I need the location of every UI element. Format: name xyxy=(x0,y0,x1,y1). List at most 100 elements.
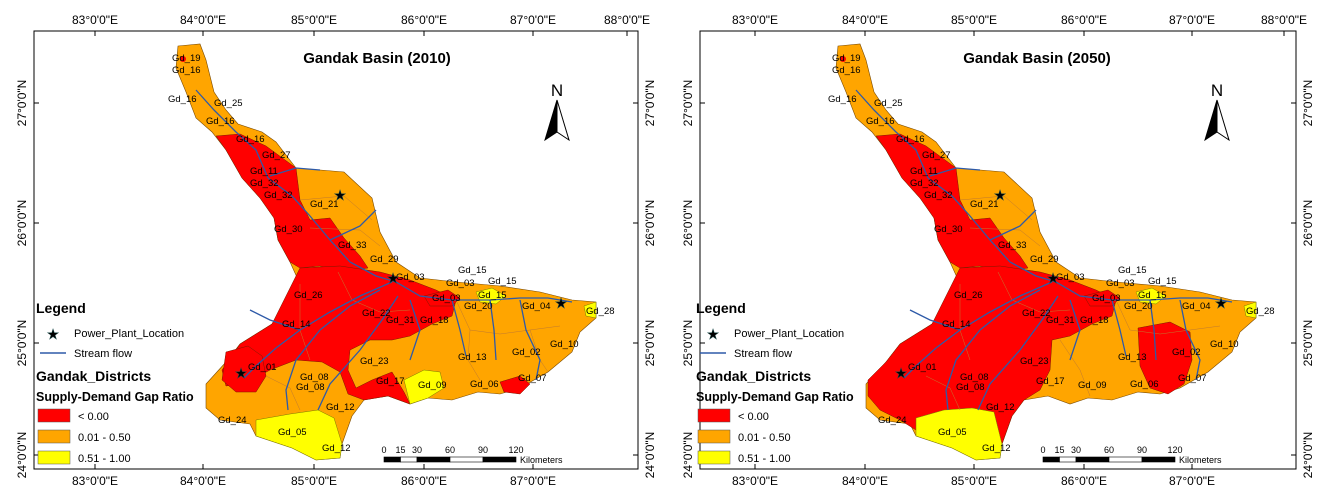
district-label: Gd_09 xyxy=(418,380,447,391)
left-tick-label: 26°0'0"N xyxy=(15,200,29,247)
district-boundaries xyxy=(925,195,1221,411)
scale-tick-label: 120 xyxy=(1167,445,1182,455)
district-label: Gd_12 xyxy=(322,443,351,454)
scale-tick-label: 60 xyxy=(445,445,455,455)
power-plants: ★ ★ ★ ★ xyxy=(894,187,1227,382)
legend-class-swatch xyxy=(37,429,71,444)
bottom-tick-label: 83°0'0"E xyxy=(72,474,118,488)
bottom-tick-label: 85°0'0"E xyxy=(951,474,997,488)
district-label: Gd_27 xyxy=(922,150,951,161)
district-label: Gd_22 xyxy=(1022,308,1051,319)
left-tick-label: 26°0'0"N xyxy=(681,200,695,247)
district-label: Gd_15 xyxy=(478,290,507,301)
power-plant-icon: ★ xyxy=(555,295,568,311)
district-label: Gd_15 xyxy=(1118,265,1147,276)
top-tick-label: 85°0'0"E xyxy=(951,13,997,27)
district-label: Gd_32 xyxy=(264,190,293,201)
right-tick-label: 24°0'0"N xyxy=(643,432,657,479)
svg-text:N: N xyxy=(1211,81,1223,100)
district-label: Gd_01 xyxy=(908,362,937,373)
district-label: Gd_21 xyxy=(970,199,999,210)
district-label: Gd_15 xyxy=(1148,276,1177,287)
district-label: Gd_32 xyxy=(250,178,279,189)
district-label: Gd_24 xyxy=(218,415,247,426)
left-tick-label: 27°0'0"N xyxy=(681,80,695,127)
region-north-tip xyxy=(840,56,846,62)
legend-ratio-title: Supply-Demand Gap Ratio xyxy=(36,390,194,404)
right-tick-label: 25°0'0"N xyxy=(643,320,657,367)
power-plant-icon: ★ xyxy=(994,187,1007,203)
legend-class-label: 0.51 - 1.00 xyxy=(738,453,791,465)
region-east-deficit xyxy=(423,289,531,395)
right-tick-label: 27°0'0"N xyxy=(1301,80,1315,127)
top-tick-label: 83°0'0"E xyxy=(732,13,778,27)
right-tick-label: 26°0'0"N xyxy=(643,200,657,247)
scale-tick-label: 30 xyxy=(1071,445,1081,455)
north-arrow: N xyxy=(544,81,570,142)
right-tick-label: 26°0'0"N xyxy=(1301,200,1315,247)
map-legend: Legend ★ Power_Plant_Location Stream flow Ga… xyxy=(696,300,854,465)
district-label: Gd_15 xyxy=(458,265,487,276)
legend-class-label: 0.01 - 0.50 xyxy=(738,432,791,444)
district-label: Gd_19 xyxy=(832,53,861,64)
legend-districts-title: Gandak_Districts xyxy=(36,368,151,384)
scale-segment xyxy=(1042,456,1060,463)
power-plant-icon: ★ xyxy=(1047,270,1060,286)
top-tick-label: 86°0'0"E xyxy=(1061,13,1107,27)
district-label: Gd_28 xyxy=(1246,306,1275,317)
district-label: Gd_26 xyxy=(954,290,983,301)
legend-class-swatch xyxy=(697,429,731,444)
legend-class-swatch xyxy=(37,450,71,465)
scale-tick-label: 90 xyxy=(1137,445,1147,455)
legend-class-label: 0.01 - 0.50 xyxy=(78,432,131,444)
bottom-tick-label: 84°0'0"E xyxy=(842,474,888,488)
district-label: Gd_31 xyxy=(1046,315,1075,326)
scale-tick-label: 0 xyxy=(381,445,386,455)
district-label: Gd_16 xyxy=(168,94,197,105)
map-title: Gandak Basin (2050) xyxy=(963,50,1111,67)
district-label: Gd_33 xyxy=(338,240,367,251)
district-label: Gd_16 xyxy=(828,94,857,105)
bottom-tick-label: 87°0'0"E xyxy=(1169,474,1215,488)
graticule-ticks: 83°0'0"E 84°0'0"E 85°0'0"E 86°0'0"E 87°0'0"E… xyxy=(15,13,657,488)
legend-districts-title: Gandak_Districts xyxy=(696,368,811,384)
left-tick-label: 24°0'0"N xyxy=(681,432,695,479)
scale-tick-label: 30 xyxy=(412,445,422,455)
region-south-surplus xyxy=(915,407,1003,461)
district-label: Gd_07 xyxy=(518,373,547,384)
region-east-deficit xyxy=(1083,289,1193,395)
left-tick-label: 27°0'0"N xyxy=(15,80,29,127)
left-tick-label: 25°0'0"N xyxy=(681,320,695,367)
power-plant-legend-icon: ★ xyxy=(47,326,60,342)
district-label: Gd_04 xyxy=(1182,301,1211,312)
scale-tick-label: 60 xyxy=(1104,445,1114,455)
district-label: Gd_17 xyxy=(1036,376,1065,387)
scale-segment xyxy=(1059,456,1077,463)
bottom-tick-label: 84°0'0"E xyxy=(180,474,226,488)
top-tick-label: 88°0'0"E xyxy=(604,13,650,27)
scale-segment xyxy=(449,456,484,463)
scale-unit-label: Kilometers xyxy=(1179,455,1222,465)
district-label: Gd_20 xyxy=(464,301,493,312)
district-label: Gd_17 xyxy=(376,376,405,387)
district-label: Gd_05 xyxy=(278,427,307,438)
district-label: Gd_03 xyxy=(432,293,461,304)
north-arrow: N xyxy=(1204,81,1230,142)
right-tick-label: 27°0'0"N xyxy=(643,80,657,127)
district-label: Gd_23 xyxy=(360,356,389,367)
scale-segment xyxy=(1075,456,1110,463)
bottom-tick-label: 87°0'0"E xyxy=(510,474,556,488)
svg-text:N: N xyxy=(551,81,563,100)
district-label: Gd_14 xyxy=(942,319,971,330)
district-boundaries xyxy=(265,195,561,411)
bottom-tick-label: 83°0'0"E xyxy=(732,474,778,488)
legend-class-swatch xyxy=(37,408,71,423)
district-label: Gd_18 xyxy=(1080,315,1109,326)
district-label: Gd_15 xyxy=(1138,290,1167,301)
stream-network xyxy=(195,89,573,411)
top-tick-label: 84°0'0"E xyxy=(842,13,888,27)
district-label: Gd_30 xyxy=(274,224,303,235)
